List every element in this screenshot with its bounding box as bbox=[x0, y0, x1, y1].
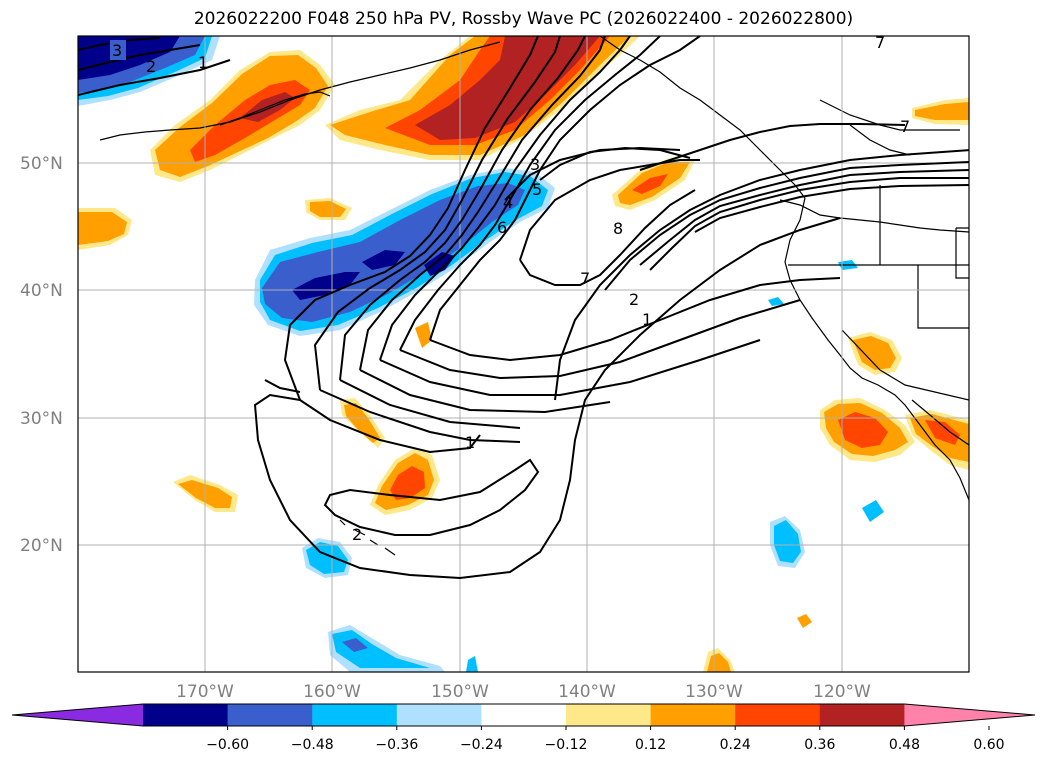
colorbar-tick-label: 0.36 bbox=[804, 737, 835, 753]
contour-labels: 3 2 1 3 4 5 6 8 7 2 1 1 2 7 7 bbox=[110, 33, 910, 544]
contour-label: 7 bbox=[875, 33, 885, 52]
colorbar-tick-label: −0.60 bbox=[206, 737, 249, 753]
colorbar-tick-label: 0.24 bbox=[720, 737, 751, 753]
contour-label: 8 bbox=[613, 219, 623, 238]
lon-label: 150°W bbox=[431, 682, 489, 702]
lat-label: 40°N bbox=[20, 281, 63, 301]
latitude-labels: 50°N 40°N 30°N 20°N bbox=[20, 154, 63, 556]
colorbar-segment bbox=[819, 704, 905, 726]
coastlines bbox=[99, 36, 969, 556]
colorbar-tick-label: 0.60 bbox=[973, 737, 1004, 753]
colorbar-tick-label: −0.36 bbox=[375, 737, 418, 753]
colorbar-segment bbox=[735, 704, 821, 726]
contour-label: 7 bbox=[900, 117, 910, 136]
colorbar-tick-label: −0.24 bbox=[460, 737, 503, 753]
contour-label: 1 bbox=[465, 433, 475, 452]
contour-label: 2 bbox=[629, 290, 639, 309]
contour-label: 5 bbox=[532, 180, 542, 199]
contour-label: 3 bbox=[530, 155, 540, 174]
lon-label: 140°W bbox=[558, 682, 616, 702]
map-plot-area: 3 2 1 3 4 5 6 8 7 2 1 1 2 7 7 bbox=[78, 33, 969, 672]
lon-label: 170°W bbox=[176, 682, 234, 702]
map-title: 2026022200 F048 250 hPa PV, Rossby Wave … bbox=[193, 9, 854, 29]
longitude-labels: 170°W 160°W 150°W 140°W 130°W 120°W bbox=[176, 682, 871, 702]
colorbar-outline bbox=[11, 703, 1036, 727]
lon-label: 120°W bbox=[813, 682, 871, 702]
contour-label: 1 bbox=[642, 310, 652, 329]
map-frame bbox=[77, 35, 970, 673]
colorbar-tick-label: 0.12 bbox=[635, 737, 666, 753]
lat-label: 20°N bbox=[20, 536, 63, 556]
colorbar: −0.60 −0.48 −0.36 −0.24 −0.12 0.12 0.24 0.36 0.4… bbox=[11, 703, 1036, 753]
lat-label: 50°N bbox=[20, 154, 63, 174]
contour-label: 7 bbox=[580, 269, 590, 288]
contour-label: 2 bbox=[146, 57, 156, 76]
colorbar-segment bbox=[143, 704, 229, 726]
lon-label: 130°W bbox=[685, 682, 743, 702]
colorbar-tick-label: 0.48 bbox=[889, 737, 920, 753]
graticule bbox=[78, 36, 969, 672]
contour-label: 6 bbox=[497, 218, 507, 237]
lat-label: 30°N bbox=[20, 409, 63, 429]
colorbar-segment bbox=[650, 704, 736, 726]
contour-label: 2 bbox=[352, 525, 362, 544]
contour-label: 4 bbox=[503, 193, 513, 212]
colorbar-segment bbox=[227, 704, 313, 726]
colorbar-tick-label: −0.48 bbox=[291, 737, 334, 753]
colorbar-segment bbox=[481, 704, 567, 726]
contour-label: 3 bbox=[112, 41, 122, 60]
colorbar-extend-low bbox=[12, 704, 143, 726]
colorbar-segment bbox=[312, 704, 398, 726]
colorbar-segment bbox=[566, 704, 652, 726]
lon-label: 160°W bbox=[303, 682, 361, 702]
contour-label: 1 bbox=[198, 53, 208, 72]
colorbar-tick-label: −0.12 bbox=[545, 737, 588, 753]
colorbar-segment bbox=[396, 704, 482, 726]
colorbar-extend-high bbox=[904, 704, 1035, 726]
